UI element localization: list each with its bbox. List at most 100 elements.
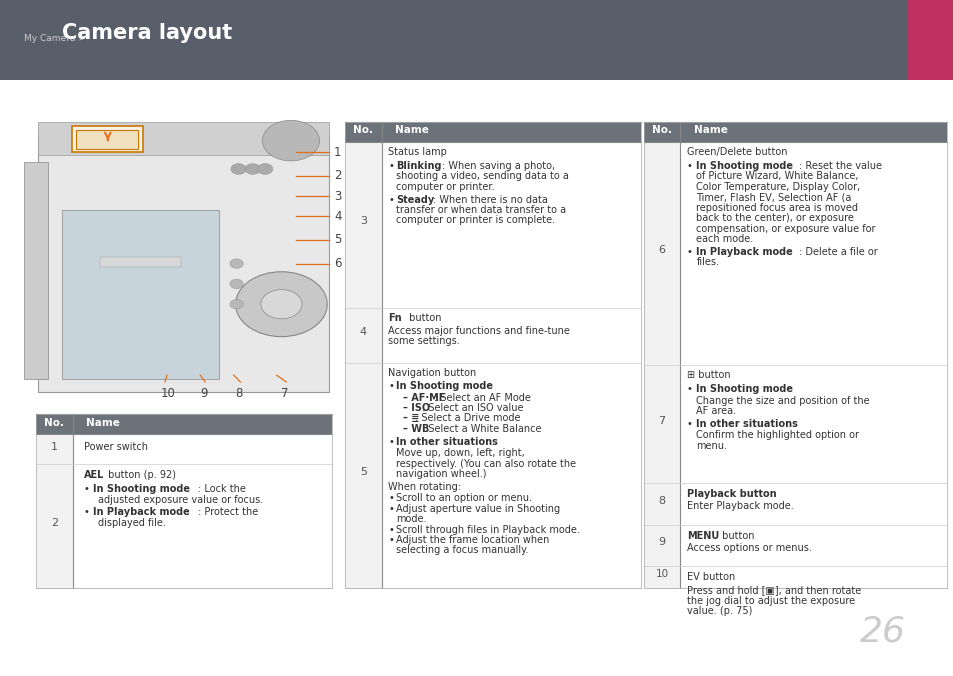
Bar — [643, 483, 679, 525]
Text: Adjust the frame location when: Adjust the frame location when — [395, 535, 549, 545]
Text: Steady: Steady — [395, 195, 434, 205]
Text: •: • — [388, 493, 394, 503]
Text: compensation, or exposure value for: compensation, or exposure value for — [696, 224, 875, 234]
Text: 6: 6 — [658, 245, 665, 255]
Bar — [345, 363, 381, 588]
Text: 5: 5 — [334, 233, 341, 247]
Text: In Shooting mode: In Shooting mode — [93, 484, 191, 494]
Bar — [643, 142, 679, 365]
Text: : Select a White Balance: : Select a White Balance — [421, 424, 540, 434]
Bar — [76, 130, 138, 149]
Text: 2: 2 — [334, 169, 341, 183]
Bar — [643, 566, 679, 588]
Text: AF area.: AF area. — [696, 406, 736, 416]
Text: selecting a focus manually.: selecting a focus manually. — [395, 546, 528, 556]
Text: •: • — [388, 535, 394, 545]
Text: When rotating:: When rotating: — [388, 481, 461, 491]
Text: In Shooting mode: In Shooting mode — [696, 161, 793, 171]
Circle shape — [260, 289, 302, 319]
Text: : When there is no data: : When there is no data — [433, 195, 547, 205]
Text: computer or printer is complete.: computer or printer is complete. — [395, 216, 555, 226]
Bar — [36, 464, 332, 588]
Text: Fn: Fn — [388, 313, 401, 323]
Text: No.: No. — [651, 126, 671, 135]
Circle shape — [235, 272, 327, 337]
Text: •: • — [84, 484, 90, 494]
Text: AEL: AEL — [84, 470, 104, 481]
Text: : Delete a file or: : Delete a file or — [799, 247, 878, 257]
Bar — [345, 122, 640, 142]
Text: button: button — [406, 313, 441, 323]
Text: 26: 26 — [860, 615, 905, 649]
Text: mode.: mode. — [395, 514, 426, 524]
Bar — [643, 525, 679, 566]
Text: Adjust aperture value in Shooting: Adjust aperture value in Shooting — [395, 504, 559, 514]
Text: Move up, down, left, right,: Move up, down, left, right, — [395, 448, 524, 458]
Text: back to the center), or exposure: back to the center), or exposure — [696, 214, 853, 223]
Text: the jog dial to adjust the exposure: the jog dial to adjust the exposure — [686, 596, 854, 606]
Bar — [24, 162, 48, 379]
Bar — [36, 414, 332, 588]
Text: 3: 3 — [359, 216, 367, 226]
Bar — [345, 142, 640, 308]
Text: – ≣: – ≣ — [402, 414, 418, 423]
Text: 9: 9 — [200, 387, 208, 400]
Text: Green/Delete button: Green/Delete button — [686, 147, 786, 158]
Bar — [36, 464, 72, 588]
Text: 9: 9 — [658, 537, 665, 547]
Text: •: • — [388, 437, 394, 447]
Text: 8: 8 — [235, 387, 243, 400]
Bar — [345, 308, 381, 363]
Bar — [38, 135, 329, 392]
Text: adjusted exposure value or focus.: adjusted exposure value or focus. — [98, 495, 263, 504]
Text: transfer or when data transfer to a: transfer or when data transfer to a — [395, 205, 565, 215]
Bar — [345, 122, 640, 588]
Bar — [0, 0, 953, 80]
Bar — [71, 126, 143, 152]
Circle shape — [230, 279, 243, 289]
Bar — [345, 142, 381, 308]
Text: displayed file.: displayed file. — [98, 518, 166, 528]
Text: 1: 1 — [334, 145, 341, 159]
Text: •: • — [388, 525, 394, 535]
Bar — [100, 257, 181, 267]
Text: In Shooting mode: In Shooting mode — [696, 384, 793, 394]
Bar — [36, 434, 72, 464]
Text: 4: 4 — [334, 210, 341, 223]
Bar — [643, 122, 946, 588]
Text: computer or printer.: computer or printer. — [395, 182, 494, 192]
Circle shape — [262, 120, 319, 161]
Text: Press and hold [▣], and then rotate: Press and hold [▣], and then rotate — [686, 585, 861, 596]
Bar — [643, 142, 946, 365]
Text: In Playback mode: In Playback mode — [93, 507, 190, 517]
Text: In other situations: In other situations — [696, 418, 798, 429]
Text: Enter Playback mode.: Enter Playback mode. — [686, 502, 793, 512]
Text: Playback button: Playback button — [686, 489, 776, 500]
Text: : Lock the: : Lock the — [198, 484, 246, 494]
Text: 5: 5 — [359, 467, 367, 477]
Text: button: button — [719, 531, 754, 541]
Bar — [907, 0, 953, 80]
Circle shape — [230, 259, 243, 268]
Text: No.: No. — [353, 126, 373, 135]
Text: Name: Name — [693, 126, 727, 135]
Text: •: • — [686, 161, 692, 171]
Text: Power switch: Power switch — [84, 442, 148, 452]
Bar — [643, 566, 946, 588]
Text: files.: files. — [696, 258, 719, 268]
Circle shape — [245, 164, 260, 174]
Bar — [345, 363, 640, 588]
Text: Name: Name — [395, 126, 429, 135]
Text: •: • — [388, 381, 394, 391]
Text: repositioned focus area is moved: repositioned focus area is moved — [696, 203, 858, 213]
Text: shooting a video, sending data to a: shooting a video, sending data to a — [395, 172, 568, 181]
Text: •: • — [388, 504, 394, 514]
Text: Scroll through files in Playback mode.: Scroll through files in Playback mode. — [395, 525, 579, 535]
Text: of Picture Wizard, White Balance,: of Picture Wizard, White Balance, — [696, 172, 858, 181]
Text: In Playback mode: In Playback mode — [696, 247, 792, 257]
Bar — [643, 122, 946, 142]
Circle shape — [257, 164, 273, 174]
Text: •: • — [686, 418, 692, 429]
Text: Access options or menus.: Access options or menus. — [686, 544, 811, 554]
Text: : Protect the: : Protect the — [198, 507, 258, 517]
